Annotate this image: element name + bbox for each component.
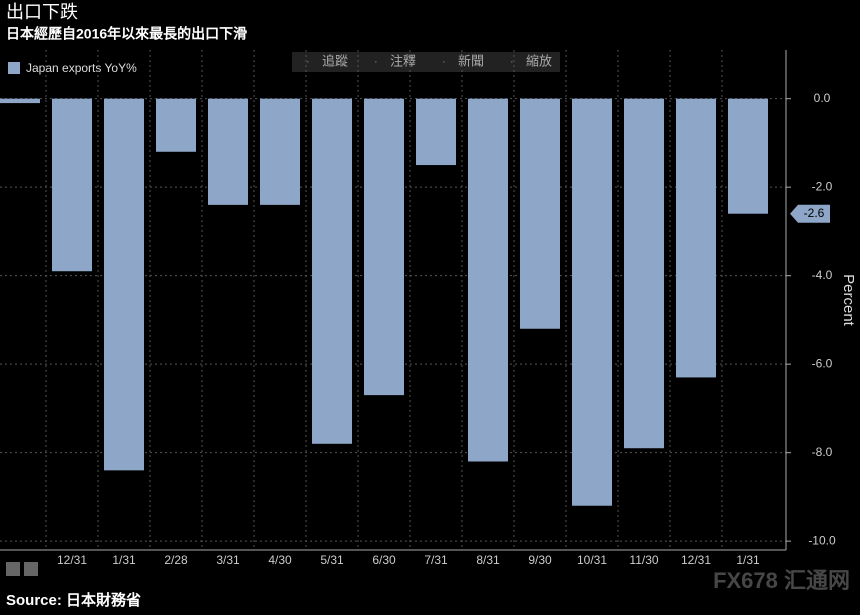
bar bbox=[364, 98, 404, 396]
y-tick-label: -8.0 bbox=[812, 445, 833, 459]
legend-swatch bbox=[8, 62, 20, 74]
nav-button[interactable] bbox=[24, 562, 38, 576]
x-tick-label: 6/30 bbox=[372, 553, 396, 567]
bar bbox=[260, 98, 300, 205]
bar bbox=[52, 98, 92, 272]
x-tick-label: 1/31 bbox=[736, 553, 760, 567]
y-tick-label: -4.0 bbox=[812, 268, 833, 282]
value-label: -2.6 bbox=[804, 206, 825, 220]
bar bbox=[156, 98, 196, 152]
y-tick-label: -2.0 bbox=[812, 179, 833, 193]
x-tick-label: 2/28 bbox=[164, 553, 188, 567]
bar bbox=[676, 98, 716, 378]
watermark: FX678 汇通网 bbox=[713, 568, 850, 593]
chart-subtitle: 日本經歷自2016年以來最長的出口下滑 bbox=[6, 26, 247, 42]
x-tick-label: 11/30 bbox=[629, 553, 658, 567]
x-tick-label: 9/30 bbox=[528, 553, 552, 567]
bar bbox=[0, 98, 40, 104]
y-tick-label: -10.0 bbox=[808, 533, 836, 547]
x-tick-label: 7/31 bbox=[424, 553, 448, 567]
bar bbox=[208, 98, 248, 205]
bar bbox=[468, 98, 508, 462]
x-tick-label: 4/30 bbox=[268, 553, 292, 567]
toolbar-button[interactable]: 注釋 bbox=[390, 53, 416, 68]
x-tick-label: 12/31 bbox=[681, 553, 711, 567]
x-tick-label: 5/31 bbox=[320, 553, 344, 567]
bar bbox=[416, 98, 456, 166]
toolbar-button[interactable]: 縮放 bbox=[526, 53, 552, 68]
bar bbox=[520, 98, 560, 329]
toolbar-button[interactable]: 新聞 bbox=[458, 53, 484, 68]
toolbar-icon: · bbox=[306, 56, 310, 68]
toolbar-icon: · bbox=[510, 56, 514, 68]
toolbar-icon: · bbox=[442, 56, 446, 68]
toolbar bbox=[292, 52, 560, 72]
x-tick-label: 8/31 bbox=[476, 553, 500, 567]
source: Source: 日本財務省 bbox=[6, 591, 141, 609]
bar bbox=[312, 98, 352, 444]
toolbar-button[interactable]: 追蹤 bbox=[322, 53, 348, 68]
bar bbox=[728, 98, 768, 214]
toolbar-icon: · bbox=[374, 56, 378, 68]
x-tick-label: 3/31 bbox=[216, 553, 240, 567]
y-tick-label: -6.0 bbox=[812, 356, 833, 370]
x-tick-label: 12/31 bbox=[57, 553, 87, 567]
legend-label: Japan exports YoY% bbox=[26, 61, 137, 75]
x-tick-label: 10/31 bbox=[577, 553, 607, 567]
value-callout bbox=[790, 204, 830, 223]
chart-title: 出口下跌 bbox=[6, 2, 78, 22]
y-tick-label: 0.0 bbox=[814, 91, 831, 105]
bar bbox=[572, 98, 612, 506]
nav-button[interactable] bbox=[6, 562, 20, 576]
bar bbox=[104, 98, 144, 471]
y-axis-label: Percent bbox=[840, 274, 857, 327]
bar bbox=[624, 98, 664, 449]
x-tick-label: 1/31 bbox=[112, 553, 136, 567]
